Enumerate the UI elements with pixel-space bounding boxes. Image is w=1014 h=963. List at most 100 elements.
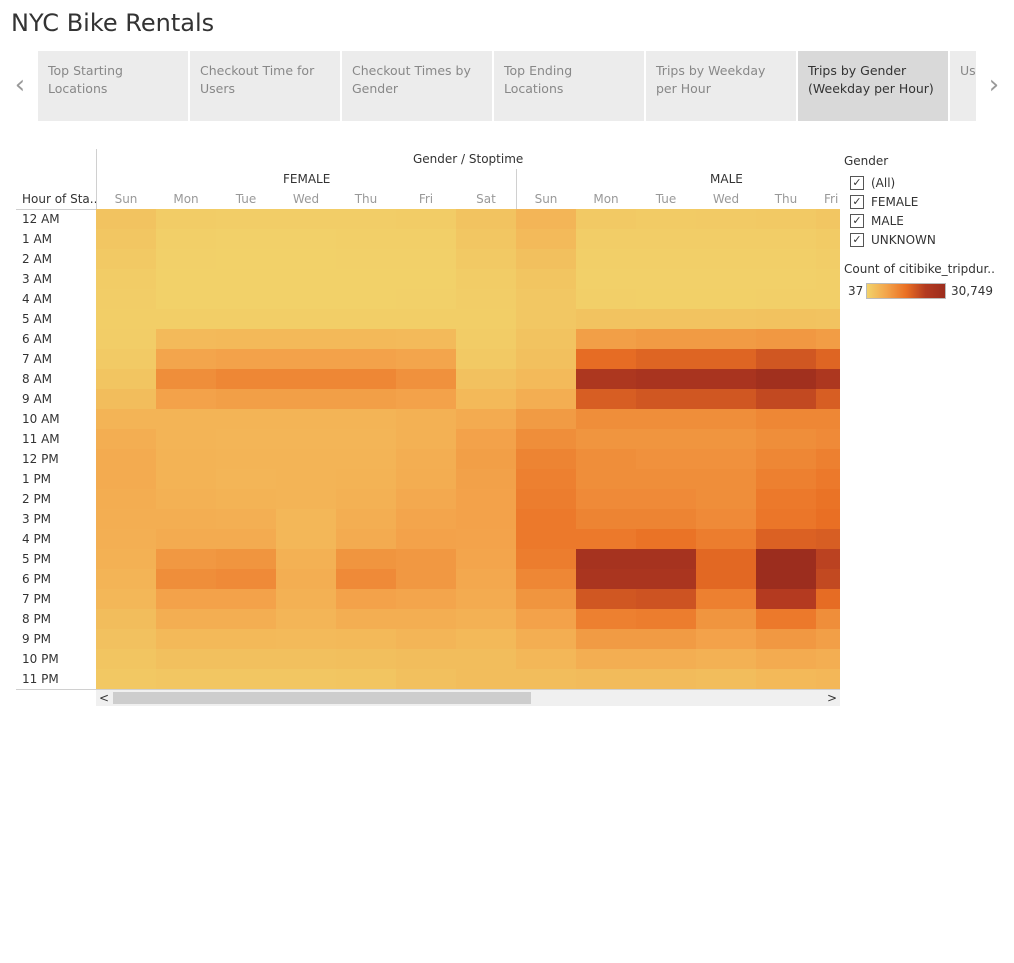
heatmap-cell[interactable] (576, 629, 636, 649)
heatmap-cell[interactable] (516, 569, 576, 589)
heatmap-cell[interactable] (636, 329, 696, 349)
heatmap-cell[interactable] (576, 369, 636, 389)
heatmap-cell[interactable] (576, 649, 636, 669)
heatmap-cell[interactable] (156, 589, 216, 609)
heatmap-cell[interactable] (816, 349, 840, 369)
heatmap-cell[interactable] (96, 289, 156, 309)
heatmap-cell[interactable] (516, 269, 576, 289)
heatmap-cell[interactable] (816, 529, 840, 549)
heatmap-cell[interactable] (456, 409, 516, 429)
heatmap-cell[interactable] (636, 269, 696, 289)
heatmap-cell[interactable] (156, 469, 216, 489)
heatmap-cell[interactable] (816, 209, 840, 229)
heatmap-cell[interactable] (276, 329, 336, 349)
heatmap-cell[interactable] (696, 669, 756, 689)
heatmap-cell[interactable] (696, 409, 756, 429)
heatmap-cell[interactable] (336, 609, 396, 629)
heatmap-cell[interactable] (576, 569, 636, 589)
heatmap-cell[interactable] (576, 389, 636, 409)
heatmap-cell[interactable] (816, 549, 840, 569)
heatmap-cell[interactable] (636, 469, 696, 489)
heatmap-cell[interactable] (156, 369, 216, 389)
heatmap-cell[interactable] (216, 489, 276, 509)
heatmap-cell[interactable] (696, 629, 756, 649)
heatmap-cell[interactable] (636, 669, 696, 689)
heatmap-cell[interactable] (636, 229, 696, 249)
heatmap-cell[interactable] (276, 229, 336, 249)
heatmap-cell[interactable] (576, 589, 636, 609)
heatmap-cell[interactable] (516, 329, 576, 349)
heatmap-cell[interactable] (396, 569, 456, 589)
heatmap-cell[interactable] (216, 229, 276, 249)
heatmap-cell[interactable] (576, 489, 636, 509)
heatmap-cell[interactable] (636, 249, 696, 269)
heatmap-cell[interactable] (816, 609, 840, 629)
heatmap-cell[interactable] (396, 449, 456, 469)
heatmap-cell[interactable] (456, 509, 516, 529)
heatmap-cell[interactable] (276, 269, 336, 289)
checkbox-icon[interactable]: ✓ (850, 233, 864, 247)
heatmap-cell[interactable] (276, 209, 336, 229)
heatmap-cell[interactable] (336, 529, 396, 549)
heatmap-cell[interactable] (96, 209, 156, 229)
heatmap-cell[interactable] (336, 389, 396, 409)
heatmap-cell[interactable] (456, 569, 516, 589)
heatmap-cell[interactable] (636, 649, 696, 669)
heatmap-cell[interactable] (636, 409, 696, 429)
heatmap-cell[interactable] (816, 449, 840, 469)
heatmap-cell[interactable] (576, 669, 636, 689)
heatmap-cell[interactable] (696, 249, 756, 269)
heatmap-cell[interactable] (756, 449, 816, 469)
heatmap-cell[interactable] (516, 249, 576, 269)
heatmap-cell[interactable] (276, 649, 336, 669)
heatmap-cell[interactable] (636, 429, 696, 449)
heatmap-cell[interactable] (216, 549, 276, 569)
checkbox-icon[interactable]: ✓ (850, 195, 864, 209)
heatmap-cell[interactable] (816, 469, 840, 489)
heatmap-cell[interactable] (216, 629, 276, 649)
heatmap-cell[interactable] (336, 249, 396, 269)
heatmap-cell[interactable] (396, 249, 456, 269)
heatmap-cell[interactable] (336, 629, 396, 649)
heatmap-cell[interactable] (156, 349, 216, 369)
checkbox-icon[interactable]: ✓ (850, 176, 864, 190)
heatmap-cell[interactable] (396, 369, 456, 389)
heatmap-cell[interactable] (516, 509, 576, 529)
heatmap-cell[interactable] (816, 629, 840, 649)
heatmap-cell[interactable] (696, 549, 756, 569)
heatmap-cell[interactable] (336, 549, 396, 569)
heatmap-cell[interactable] (156, 489, 216, 509)
heatmap-cell[interactable] (696, 489, 756, 509)
heatmap-cell[interactable] (96, 549, 156, 569)
heatmap-cell[interactable] (276, 409, 336, 429)
heatmap-cell[interactable] (216, 529, 276, 549)
heatmap-cell[interactable] (756, 369, 816, 389)
heatmap-cell[interactable] (756, 409, 816, 429)
heatmap-cell[interactable] (276, 469, 336, 489)
tab-use-by[interactable]: Use by (950, 51, 976, 121)
heatmap-cell[interactable] (156, 289, 216, 309)
heatmap-cell[interactable] (516, 389, 576, 409)
heatmap-cell[interactable] (576, 229, 636, 249)
heatmap-cell[interactable] (696, 349, 756, 369)
heatmap-cell[interactable] (576, 549, 636, 569)
heatmap-cell[interactable] (96, 669, 156, 689)
heatmap-cell[interactable] (396, 609, 456, 629)
heatmap-cell[interactable] (336, 489, 396, 509)
heatmap-cell[interactable] (756, 289, 816, 309)
heatmap-cell[interactable] (576, 349, 636, 369)
heatmap-cell[interactable] (696, 289, 756, 309)
heatmap-cell[interactable] (336, 209, 396, 229)
heatmap-cell[interactable] (216, 569, 276, 589)
heatmap-cell[interactable] (96, 369, 156, 389)
heatmap-cell[interactable] (276, 509, 336, 529)
heatmap-cell[interactable] (576, 449, 636, 469)
heatmap-cell[interactable] (696, 229, 756, 249)
heatmap-cell[interactable] (816, 589, 840, 609)
heatmap-cell[interactable] (456, 529, 516, 549)
heatmap-cell[interactable] (96, 229, 156, 249)
heatmap-cell[interactable] (816, 409, 840, 429)
heatmap-cell[interactable] (636, 289, 696, 309)
heatmap-cell[interactable] (636, 609, 696, 629)
heatmap-cell[interactable] (816, 309, 840, 329)
